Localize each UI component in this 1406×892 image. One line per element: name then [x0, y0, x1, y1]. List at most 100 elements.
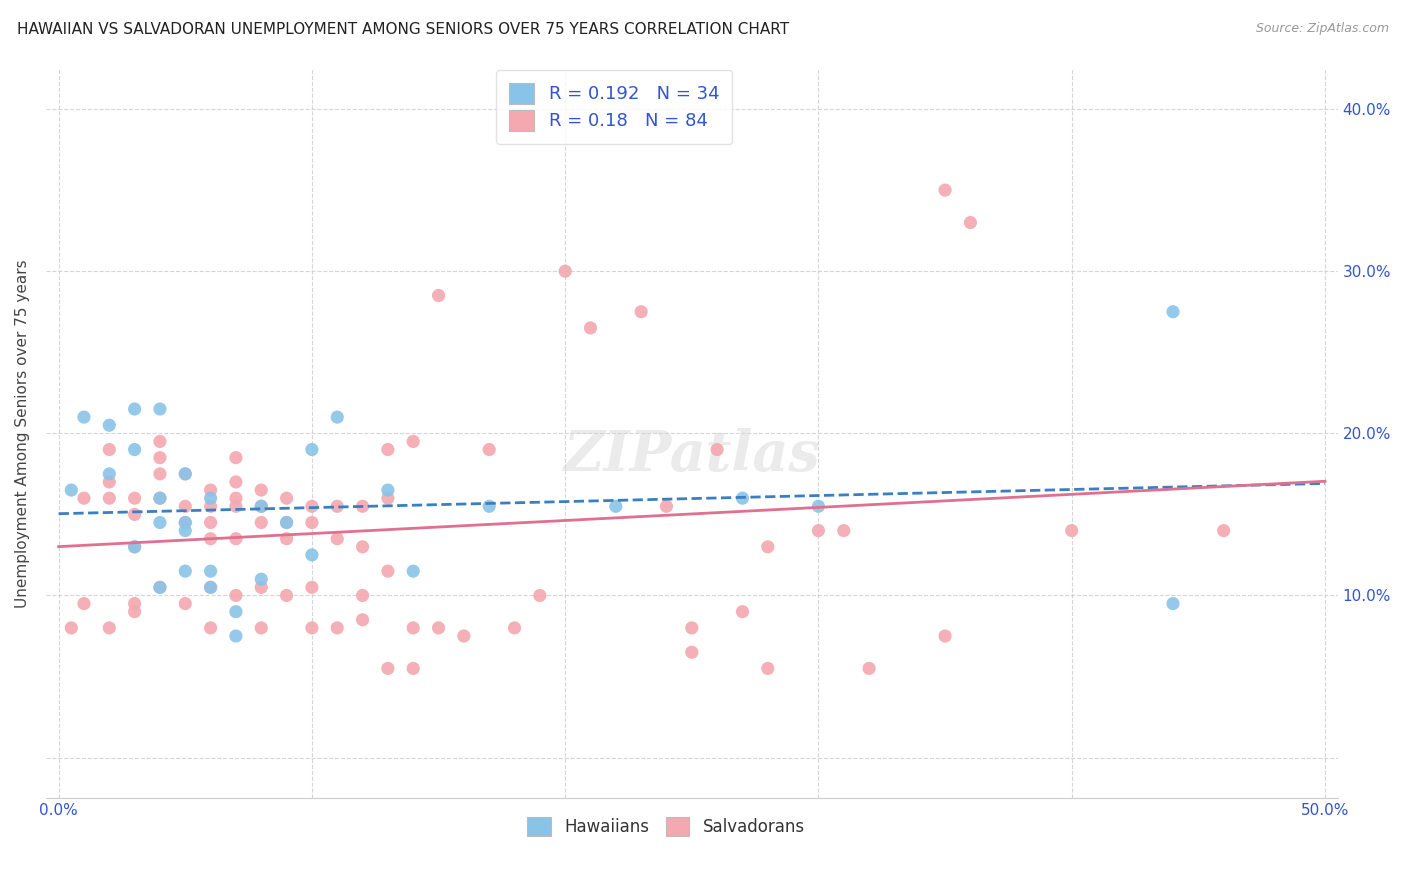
Point	[149, 467, 172, 481]
Point	[326, 532, 349, 546]
Point	[934, 183, 956, 197]
Point	[149, 434, 172, 449]
Legend: Hawaiians, Salvadorans: Hawaiians, Salvadorans	[519, 809, 813, 845]
Point	[478, 500, 501, 514]
Y-axis label: Unemployment Among Seniors over 75 years: Unemployment Among Seniors over 75 years	[15, 259, 30, 607]
Point	[200, 491, 222, 506]
Point	[301, 500, 323, 514]
Point	[352, 613, 374, 627]
Point	[200, 500, 222, 514]
Point	[453, 629, 475, 643]
Point	[149, 580, 172, 594]
Point	[579, 321, 602, 335]
Point	[605, 500, 627, 514]
Point	[124, 442, 146, 457]
Point	[377, 491, 399, 506]
Point	[149, 450, 172, 465]
Point	[98, 467, 121, 481]
Point	[124, 402, 146, 417]
Point	[427, 288, 450, 302]
Point	[60, 621, 83, 635]
Point	[756, 540, 779, 554]
Point	[124, 605, 146, 619]
Point	[1161, 597, 1184, 611]
Point	[503, 621, 526, 635]
Text: ZIPatlas: ZIPatlas	[564, 428, 820, 483]
Point	[98, 475, 121, 489]
Point	[174, 467, 197, 481]
Point	[225, 629, 247, 643]
Point	[73, 491, 96, 506]
Point	[1212, 524, 1234, 538]
Point	[934, 629, 956, 643]
Point	[149, 491, 172, 506]
Point	[149, 491, 172, 506]
Point	[124, 597, 146, 611]
Point	[377, 442, 399, 457]
Point	[250, 580, 273, 594]
Point	[250, 500, 273, 514]
Point	[250, 572, 273, 586]
Point	[200, 621, 222, 635]
Point	[98, 491, 121, 506]
Point	[301, 580, 323, 594]
Point	[225, 605, 247, 619]
Point	[250, 621, 273, 635]
Point	[200, 580, 222, 594]
Point	[377, 483, 399, 497]
Point	[427, 621, 450, 635]
Point	[174, 597, 197, 611]
Text: Source: ZipAtlas.com: Source: ZipAtlas.com	[1256, 22, 1389, 36]
Text: HAWAIIAN VS SALVADORAN UNEMPLOYMENT AMONG SENIORS OVER 75 YEARS CORRELATION CHAR: HAWAIIAN VS SALVADORAN UNEMPLOYMENT AMON…	[17, 22, 789, 37]
Point	[174, 524, 197, 538]
Point	[225, 532, 247, 546]
Point	[225, 500, 247, 514]
Point	[352, 540, 374, 554]
Point	[326, 621, 349, 635]
Point	[326, 410, 349, 425]
Point	[200, 516, 222, 530]
Point	[402, 434, 425, 449]
Point	[250, 516, 273, 530]
Point	[301, 442, 323, 457]
Point	[149, 402, 172, 417]
Point	[276, 589, 298, 603]
Point	[174, 516, 197, 530]
Point	[174, 467, 197, 481]
Point	[655, 500, 678, 514]
Point	[731, 605, 754, 619]
Point	[250, 483, 273, 497]
Point	[529, 589, 551, 603]
Point	[352, 589, 374, 603]
Point	[706, 442, 728, 457]
Point	[98, 418, 121, 433]
Point	[402, 621, 425, 635]
Point	[554, 264, 576, 278]
Point	[276, 516, 298, 530]
Point	[200, 564, 222, 578]
Point	[174, 564, 197, 578]
Point	[200, 483, 222, 497]
Point	[124, 540, 146, 554]
Point	[124, 508, 146, 522]
Point	[200, 580, 222, 594]
Point	[98, 442, 121, 457]
Point	[377, 661, 399, 675]
Point	[174, 500, 197, 514]
Point	[60, 483, 83, 497]
Point	[756, 661, 779, 675]
Point	[402, 661, 425, 675]
Point	[225, 589, 247, 603]
Point	[73, 410, 96, 425]
Point	[807, 500, 830, 514]
Point	[250, 500, 273, 514]
Point	[225, 491, 247, 506]
Point	[276, 516, 298, 530]
Point	[1161, 304, 1184, 318]
Point	[276, 532, 298, 546]
Point	[276, 491, 298, 506]
Point	[377, 564, 399, 578]
Point	[731, 491, 754, 506]
Point	[149, 580, 172, 594]
Point	[225, 450, 247, 465]
